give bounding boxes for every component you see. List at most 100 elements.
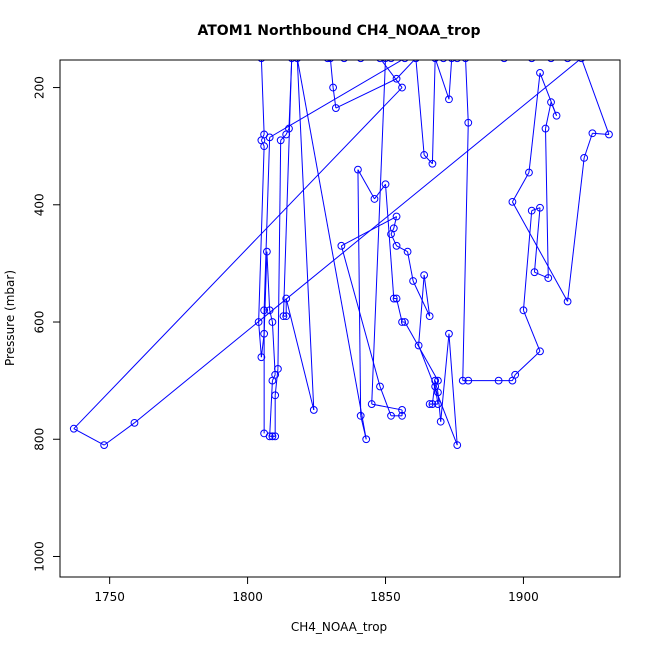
series-segment — [269, 380, 273, 437]
data-point — [577, 60, 585, 63]
data-point — [260, 429, 269, 438]
series-segment — [423, 275, 431, 317]
series-segment — [431, 380, 436, 405]
chart-title: ATOM1 Northbound CH4_NOAA_trop — [198, 23, 481, 39]
series-segment — [435, 60, 450, 100]
data-point — [401, 60, 409, 63]
data-point — [547, 60, 555, 63]
data-point — [392, 294, 401, 303]
data-point — [547, 98, 555, 107]
data-point — [398, 83, 406, 92]
data-point — [340, 60, 348, 63]
data-point — [453, 60, 461, 63]
data-point — [268, 432, 277, 441]
data-point — [274, 365, 282, 373]
data-point — [282, 294, 291, 303]
data-point — [541, 124, 550, 133]
data-point — [337, 241, 346, 250]
y-tick-label: 400 — [33, 193, 47, 216]
data-point — [254, 318, 263, 326]
series-segment — [103, 422, 135, 446]
data-point — [436, 417, 445, 426]
data-point — [434, 388, 442, 397]
data-point — [285, 124, 293, 133]
data-point — [356, 411, 365, 420]
series-segment — [581, 60, 610, 135]
data-point — [525, 168, 533, 177]
data-point — [519, 306, 528, 315]
series-segment — [371, 403, 403, 411]
data-point — [464, 118, 473, 127]
series-segment — [396, 298, 403, 323]
series-segment — [296, 60, 315, 410]
series-segment — [396, 60, 415, 80]
data-point — [376, 382, 384, 391]
x-tick-label: 1900 — [508, 590, 539, 604]
data-point — [428, 159, 437, 168]
data-point — [271, 432, 280, 441]
data-point — [527, 206, 536, 215]
data-point — [268, 376, 277, 385]
series-segment — [522, 310, 541, 352]
data-point — [282, 312, 291, 321]
series-segment — [440, 333, 450, 422]
y-tick-label: 1000 — [33, 541, 47, 572]
series-segment — [379, 386, 392, 416]
data-point — [420, 151, 429, 159]
series-segment — [357, 169, 375, 200]
series-segment — [371, 60, 386, 405]
data-point — [265, 133, 274, 142]
data-point — [362, 435, 371, 444]
series-segment — [415, 60, 425, 156]
series-segment — [407, 251, 414, 282]
y-axis-label: Pressure (mbar) — [3, 270, 17, 366]
data-point — [588, 129, 597, 138]
data-point — [279, 312, 288, 321]
series-segment — [539, 72, 558, 116]
data-point — [552, 111, 561, 120]
data-point — [445, 95, 453, 104]
data-point — [398, 406, 406, 414]
series-segment — [277, 140, 282, 369]
series-segment — [462, 122, 469, 381]
data-point — [262, 247, 271, 256]
series-segment — [431, 60, 436, 164]
series-segment — [385, 184, 395, 299]
data-point — [544, 274, 553, 282]
data-point — [354, 165, 362, 174]
data-point — [357, 60, 365, 63]
data-point — [403, 247, 412, 256]
data-point — [464, 376, 473, 385]
series-segment — [297, 60, 367, 440]
data-point — [453, 441, 462, 450]
series-segment — [412, 280, 431, 317]
series-segment — [380, 60, 403, 88]
data-point — [326, 60, 334, 63]
series-segment — [528, 72, 541, 173]
plot-frame — [59, 59, 621, 578]
y-tick-label: 600 — [33, 311, 47, 334]
series-segment — [282, 60, 293, 317]
series-segment — [360, 415, 367, 440]
series-segment — [418, 275, 425, 346]
series-segment — [280, 134, 287, 141]
series-segment — [396, 245, 408, 253]
data-point — [392, 74, 401, 83]
series-segment — [567, 157, 585, 302]
data-point — [434, 400, 442, 408]
series-layer — [73, 60, 610, 446]
data-point — [536, 68, 544, 77]
y-axis: 200 400 600 800 1000 — [33, 76, 61, 572]
series-segment — [263, 137, 271, 311]
data-point — [309, 406, 318, 414]
y-tick-label: 800 — [33, 428, 47, 451]
data-point — [387, 411, 395, 420]
series-segment — [258, 321, 262, 358]
data-point — [381, 180, 390, 189]
data-point — [293, 60, 301, 63]
x-tick-label: 1800 — [232, 590, 263, 604]
data-point — [431, 376, 440, 385]
data-point — [329, 83, 338, 92]
data-point — [500, 60, 508, 63]
